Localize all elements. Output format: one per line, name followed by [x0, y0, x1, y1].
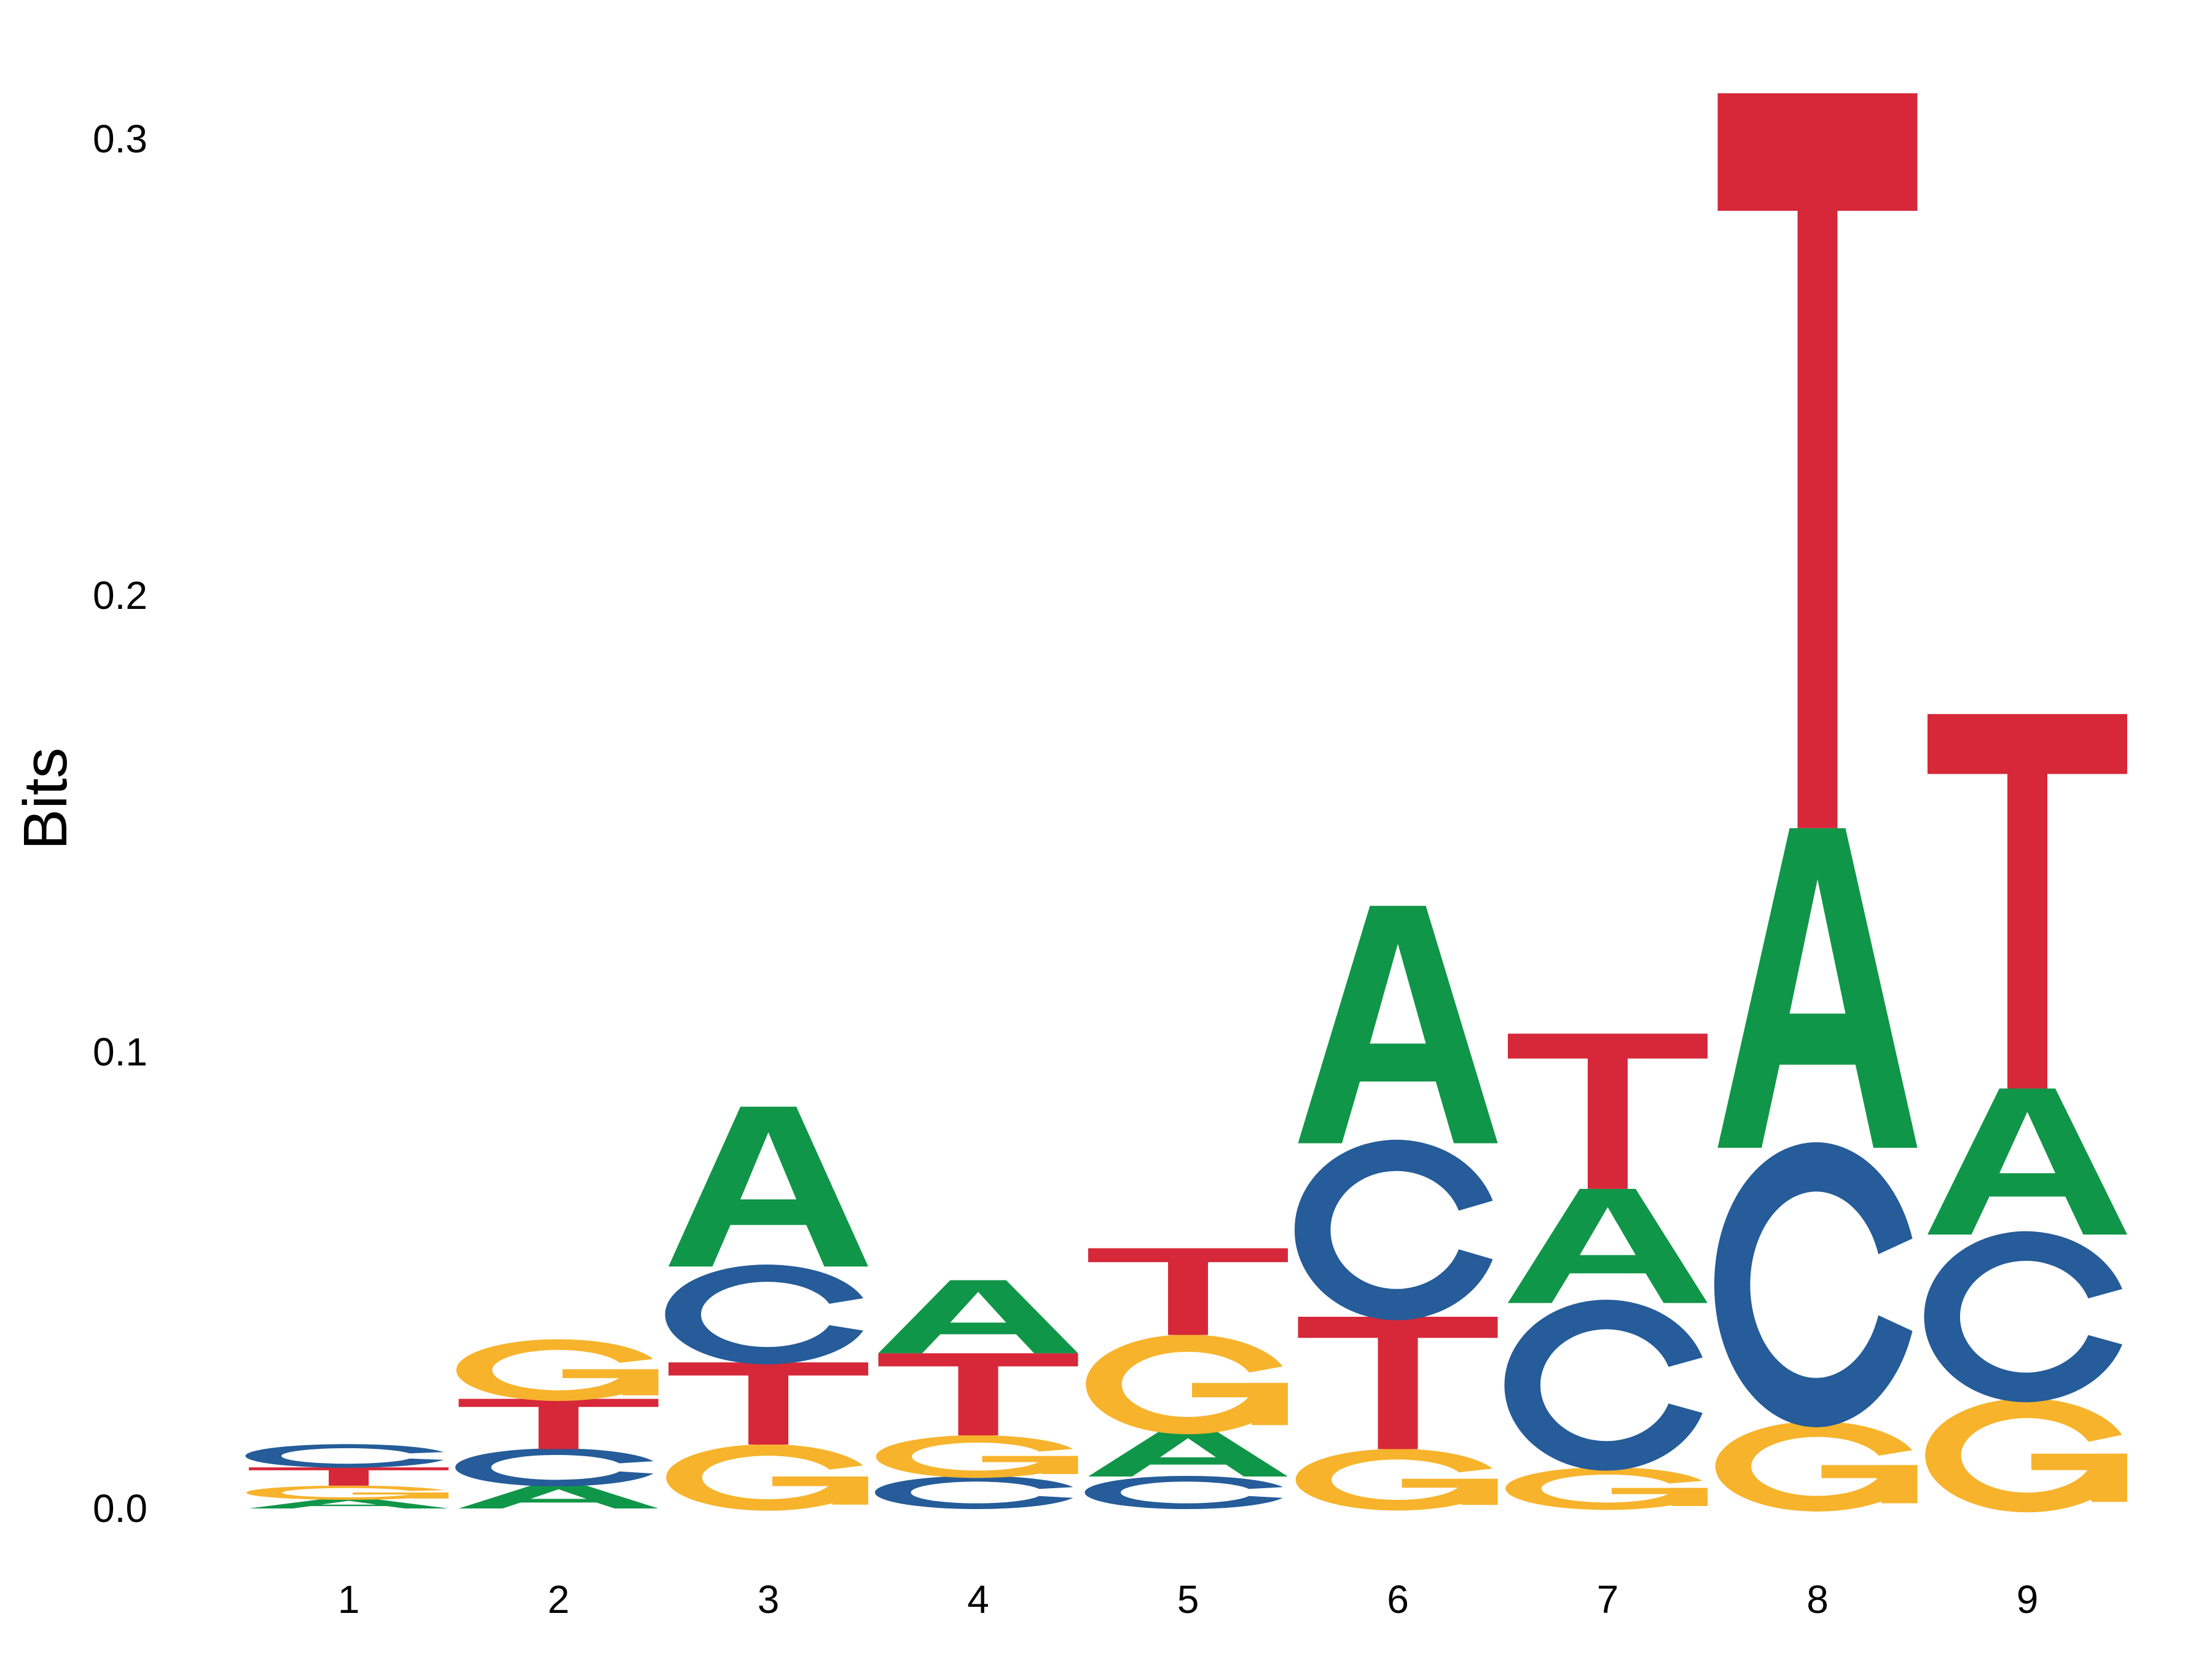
x-tick-label: 7 — [1597, 1577, 1619, 1622]
letter-g-pos3 — [666, 1444, 868, 1511]
y-tick-label: 0.2 — [93, 573, 147, 618]
letter-c-pos4 — [875, 1475, 1073, 1510]
logo-stacks — [245, 93, 2127, 1513]
letter-t-pos3 — [669, 1362, 868, 1445]
x-tick-label: 5 — [1177, 1577, 1199, 1622]
letter-t-pos8 — [1717, 93, 1918, 828]
logo-column-2 — [455, 1339, 659, 1508]
x-tick-label: 6 — [1387, 1577, 1409, 1622]
logo-column-1 — [245, 1444, 449, 1508]
x-tick-label: 1 — [338, 1577, 360, 1622]
y-axis: 0.0 0.1 0.2 0.3 — [93, 117, 147, 1531]
logo-column-8 — [1714, 93, 1918, 1512]
letter-c-pos8 — [1714, 1142, 1913, 1427]
letter-c-pos1 — [245, 1444, 444, 1468]
logo-column-6 — [1295, 906, 1498, 1511]
letter-t-pos7 — [1508, 1033, 1708, 1189]
logo-column-4 — [875, 1280, 1078, 1510]
x-tick-label: 2 — [547, 1577, 570, 1622]
letter-c-pos5 — [1084, 1475, 1283, 1510]
letter-c-pos6 — [1295, 1139, 1493, 1320]
x-tick-label: 9 — [2017, 1577, 2039, 1622]
letter-a-pos8 — [1717, 828, 1918, 1148]
letter-a-pos7 — [1508, 1188, 1708, 1303]
letter-g-pos4 — [876, 1435, 1078, 1478]
x-tick-label: 3 — [758, 1577, 780, 1622]
letter-t-pos1 — [249, 1467, 449, 1486]
letter-t-pos4 — [878, 1353, 1078, 1436]
letter-g-pos8 — [1715, 1421, 1918, 1512]
y-tick-label: 0.1 — [93, 1030, 147, 1074]
logo-column-7 — [1504, 1033, 1708, 1510]
letter-a-pos9 — [1928, 1088, 2127, 1235]
letter-c-pos9 — [1924, 1231, 2122, 1403]
letter-a-pos2 — [458, 1485, 659, 1508]
letter-g-pos6 — [1295, 1448, 1498, 1511]
x-tick-label: 4 — [967, 1577, 989, 1622]
logo-column-5 — [1084, 1248, 1288, 1510]
letter-g-pos2 — [456, 1339, 659, 1402]
x-axis: 1 2 3 4 5 6 7 8 9 — [338, 1577, 2039, 1622]
letter-a-pos5 — [1088, 1430, 1288, 1477]
y-axis-title: Bits — [11, 748, 80, 850]
y-tick-label: 0.3 — [93, 117, 147, 161]
letter-a-pos1 — [249, 1499, 449, 1508]
letter-t-pos2 — [458, 1398, 659, 1449]
y-tick-label: 0.0 — [93, 1486, 147, 1531]
logo-column-9 — [1924, 714, 2127, 1513]
letter-t-pos5 — [1088, 1248, 1288, 1335]
letter-g-pos9 — [1925, 1398, 2127, 1513]
letter-c-pos3 — [665, 1265, 863, 1365]
letter-a-pos4 — [878, 1280, 1078, 1354]
letter-g-pos5 — [1086, 1334, 1288, 1435]
logo-column-3 — [665, 1107, 868, 1511]
letter-g-pos7 — [1505, 1467, 1708, 1510]
letter-c-pos2 — [455, 1448, 654, 1487]
letter-a-pos6 — [1298, 906, 1498, 1143]
x-tick-label: 8 — [1806, 1577, 1829, 1622]
letter-g-pos1 — [246, 1485, 449, 1500]
letter-a-pos3 — [669, 1107, 868, 1267]
letter-t-pos9 — [1928, 714, 2127, 1089]
letter-t-pos6 — [1298, 1316, 1498, 1449]
letter-c-pos7 — [1504, 1300, 1703, 1471]
